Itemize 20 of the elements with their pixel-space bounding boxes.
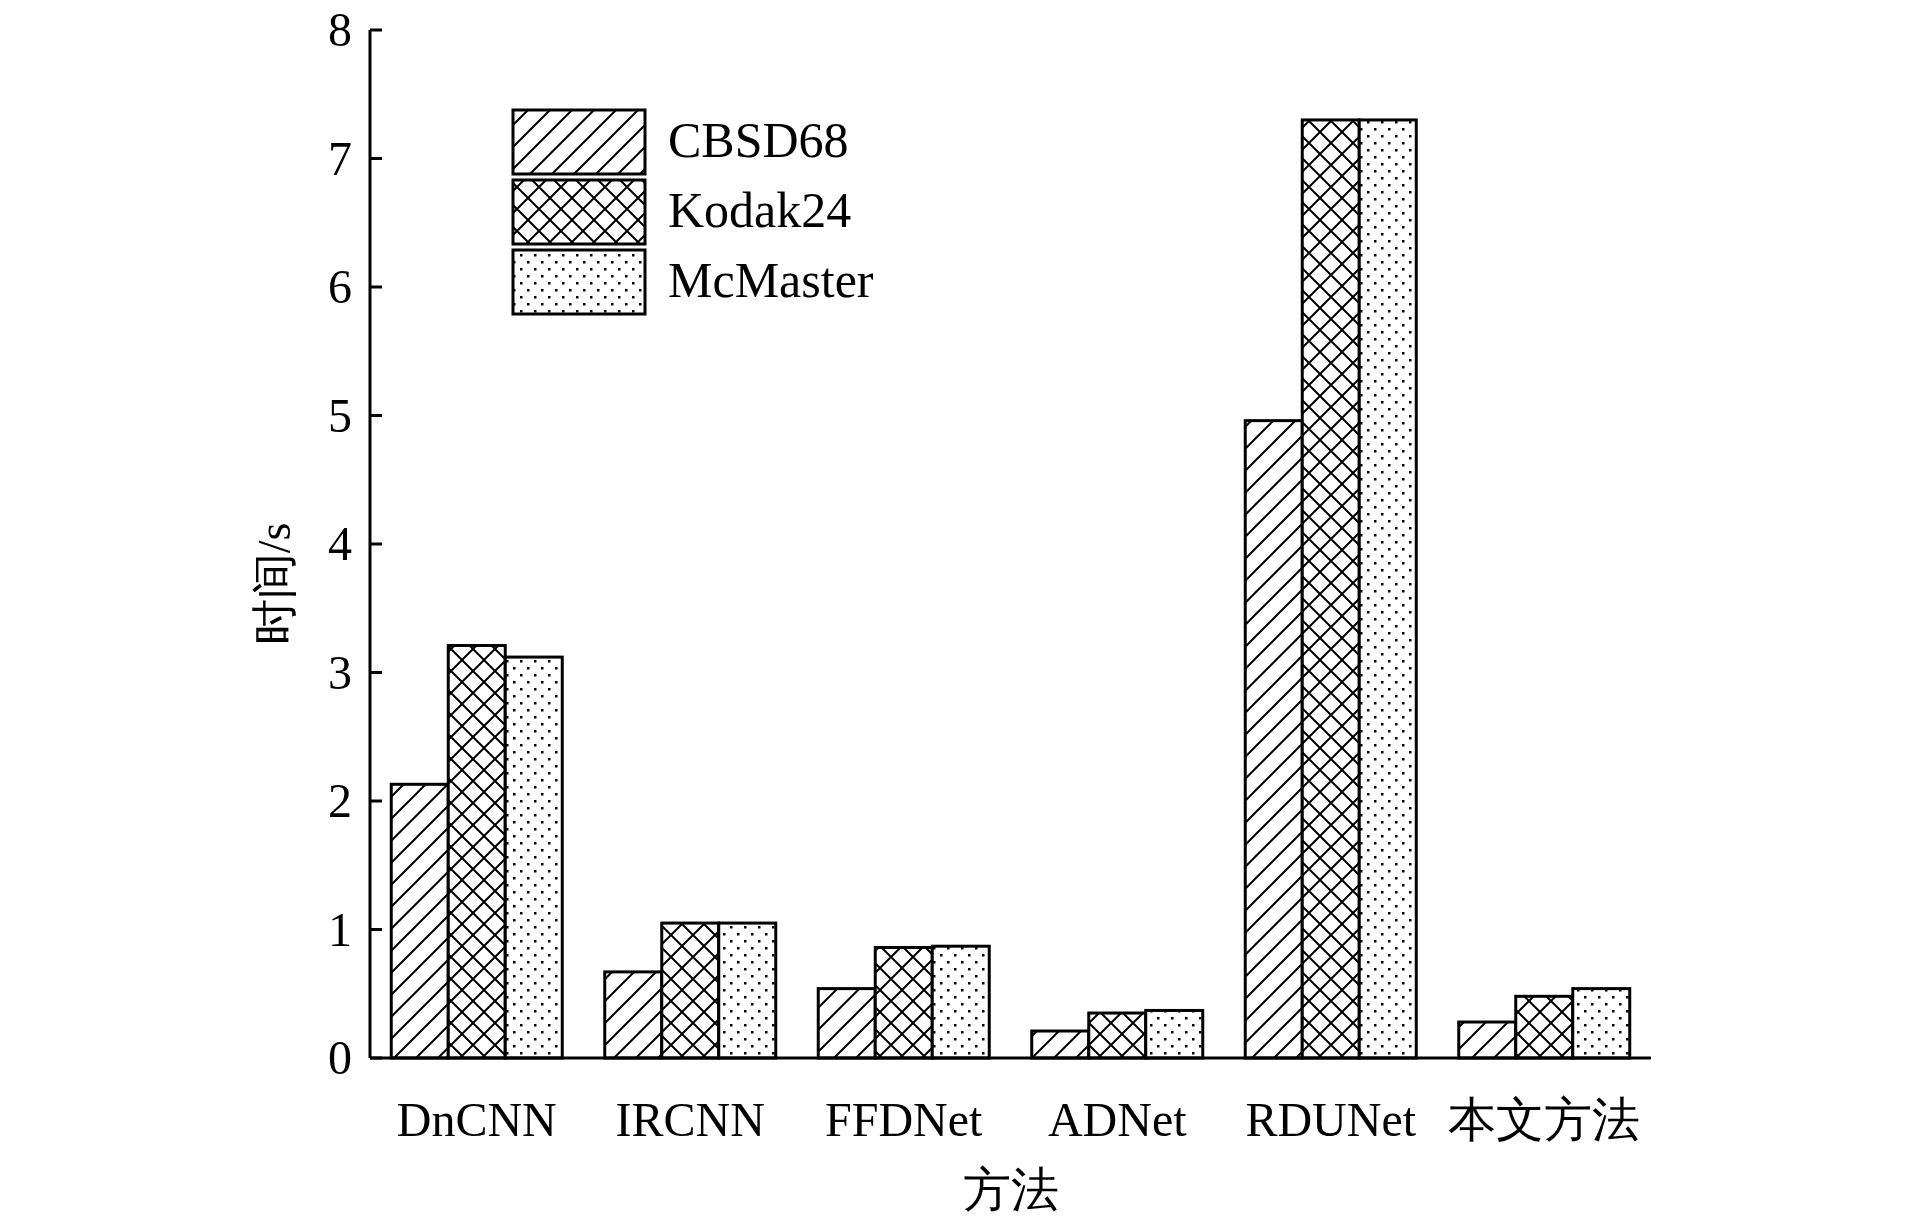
y-tick-label: 6 bbox=[328, 260, 352, 313]
x-tick-label: RDUNet bbox=[1245, 1093, 1417, 1146]
x-tick-label: ADNet bbox=[1047, 1093, 1188, 1146]
legend-label: Kodak24 bbox=[668, 182, 852, 238]
legend-label: CBSD68 bbox=[668, 112, 849, 168]
y-tick-label: 0 bbox=[328, 1031, 352, 1084]
x-tick-label: FFDNet bbox=[825, 1093, 984, 1146]
x-tick-label: DnCNN bbox=[396, 1093, 557, 1146]
x-tick-label: 本文方法 bbox=[1448, 1093, 1641, 1146]
y-tick-label: 7 bbox=[328, 131, 352, 185]
y-tick-label: 4 bbox=[328, 517, 352, 570]
y-axis-title: 时间/s bbox=[249, 522, 300, 646]
y-tick-label: 5 bbox=[328, 388, 352, 442]
x-axis-title: 方法 bbox=[962, 1163, 1059, 1216]
legend-label: McMaster bbox=[668, 252, 874, 308]
y-tick-label: 2 bbox=[328, 774, 352, 827]
y-tick-label: 8 bbox=[328, 3, 352, 56]
y-tick-label: 3 bbox=[328, 645, 352, 699]
y-tick-label: 1 bbox=[328, 902, 352, 956]
x-tick-label: IRCNN bbox=[615, 1093, 765, 1146]
